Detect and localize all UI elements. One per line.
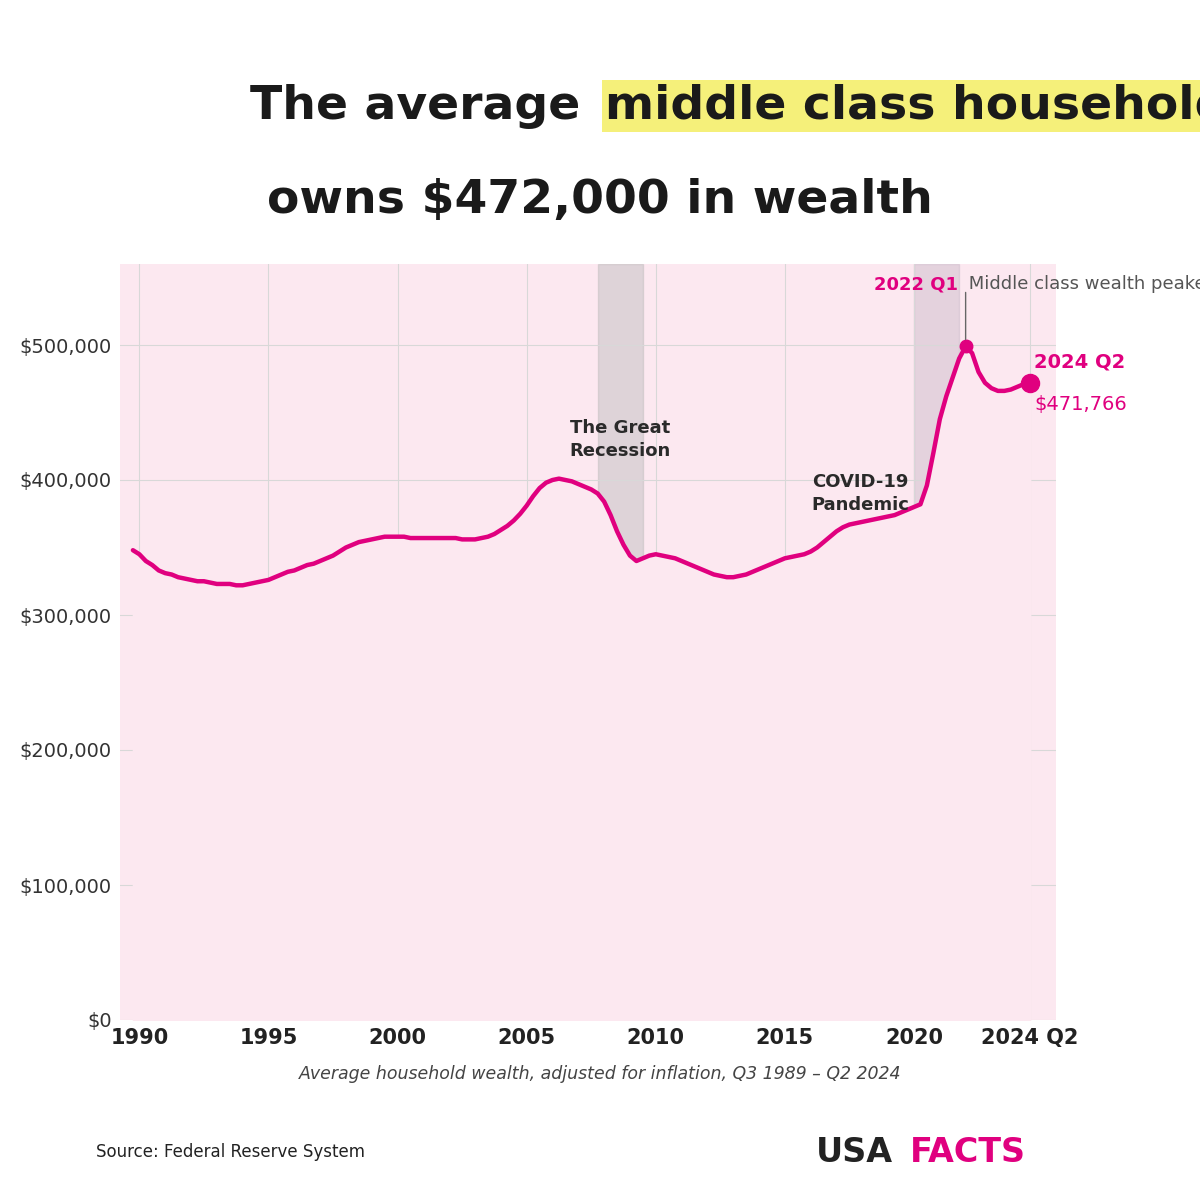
Text: The average: The average — [250, 84, 596, 128]
Text: The Great
Recession: The Great Recession — [570, 419, 671, 461]
Text: Source: Federal Reserve System: Source: Federal Reserve System — [96, 1142, 365, 1162]
Text: FACTS: FACTS — [910, 1135, 1026, 1169]
Bar — [914, 264, 959, 1020]
Text: COVID-19
Pandemic: COVID-19 Pandemic — [811, 473, 908, 515]
Text: $471,766: $471,766 — [1034, 395, 1127, 414]
Text: 2022 Q1: 2022 Q1 — [874, 275, 958, 293]
Text: Middle class wealth peaked at $499K in 2022: Middle class wealth peaked at $499K in 2… — [964, 275, 1200, 293]
Text: Average household wealth, adjusted for inflation, Q3 1989 – Q2 2024: Average household wealth, adjusted for i… — [299, 1066, 901, 1082]
Text: 2024 Q2: 2024 Q2 — [1034, 352, 1126, 371]
Bar — [598, 264, 643, 1020]
Text: middle class household: middle class household — [606, 84, 1200, 128]
Text: owns $472,000 in wealth: owns $472,000 in wealth — [268, 178, 932, 223]
Text: USA: USA — [816, 1135, 893, 1169]
